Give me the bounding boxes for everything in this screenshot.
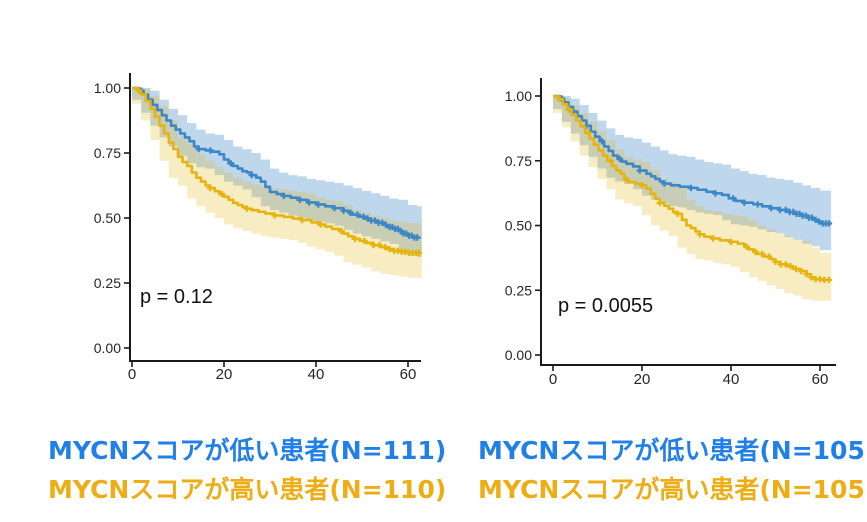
km-chart-right-panel: 1.00 0.75 0.50 0.25 0.00 0 20 40 60 p = 0.0055 — [493, 64, 850, 392]
legend-left-mycn-low: MYCNスコアが低い患者(N=111) — [48, 436, 447, 465]
axis-lines — [129, 73, 421, 362]
km-plot-right: 1.00 0.75 0.50 0.25 0.00 0 20 40 60 p = 0.0055 — [505, 78, 836, 388]
legend-left-mycn-high: MYCNスコアが高い患者(N=110) — [48, 475, 447, 504]
y-tick-label: 0.75 — [505, 153, 532, 169]
x-tick-label: 0 — [549, 371, 557, 388]
x-tick-label: 60 — [400, 366, 417, 383]
legend-right-mycn-high: MYCNスコアが高い患者(N=105) — [478, 475, 867, 504]
y-tick-label: 1.00 — [505, 88, 532, 104]
y-tick-label: 0.75 — [94, 145, 121, 161]
x-tick-label: 40 — [723, 371, 740, 388]
y-tick-label: 0.50 — [94, 210, 121, 226]
km-plot-left: 1.00 0.75 0.50 0.25 0.00 0 20 40 60 p = 0.12 — [94, 73, 423, 383]
x-tick-label: 60 — [812, 371, 829, 388]
x-tick-label: 40 — [308, 366, 325, 383]
axis-lines — [540, 78, 836, 366]
p-value-annotation: p = 0.12 — [140, 286, 213, 308]
censor-marks-mycn-high — [556, 95, 833, 284]
y-tick-label: 0.00 — [505, 347, 532, 363]
p-value-annotation: p = 0.0055 — [558, 295, 653, 317]
km-chart-left-panel: 1.00 0.75 0.50 0.25 0.00 0 20 40 60 p = 0.12 — [75, 60, 429, 384]
x-tick-label: 20 — [216, 366, 233, 383]
y-tick-label: 0.25 — [94, 275, 121, 291]
y-tick-label: 0.50 — [505, 218, 532, 234]
y-tick-label: 0.25 — [505, 282, 532, 298]
confidence-band-mycn-high — [132, 88, 422, 278]
x-tick-label: 0 — [128, 366, 136, 383]
confidence-band-mycn-low — [132, 88, 422, 257]
x-tick-label: 20 — [634, 371, 651, 388]
y-tick-label: 1.00 — [94, 80, 121, 96]
y-tick-label: 0.00 — [94, 340, 121, 356]
confidence-band-mycn-high — [553, 96, 832, 301]
confidence-band-mycn-low — [553, 96, 832, 251]
censor-marks-mycn-high — [135, 87, 423, 256]
legend-right-mycn-low: MYCNスコアが低い患者(N=105) — [478, 436, 867, 465]
